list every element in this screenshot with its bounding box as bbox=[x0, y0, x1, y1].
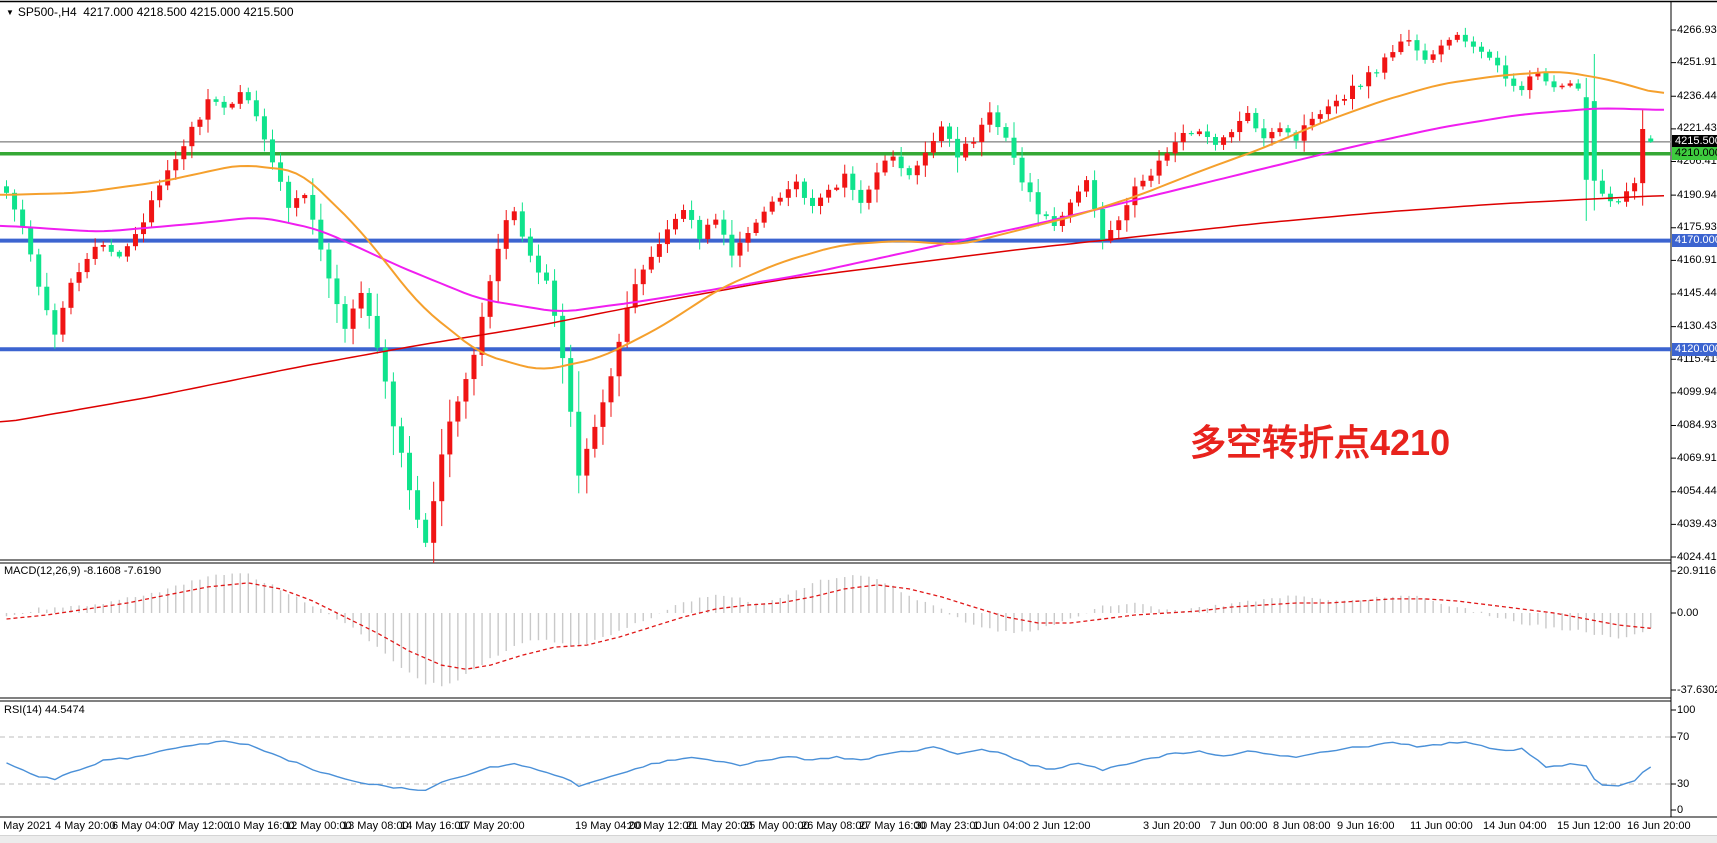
price-line-box-4215.500: 4215.500 bbox=[1672, 135, 1717, 149]
time-tick-label: 3 Jun 20:00 bbox=[1143, 820, 1201, 832]
symbol-name: SP500-,H4 bbox=[17, 5, 77, 19]
time-tick-label: 20 May 12:00 bbox=[628, 820, 695, 832]
macd-tick-label: -37.6302 bbox=[1677, 683, 1717, 696]
time-tick-label: 1 Jun 04:00 bbox=[973, 820, 1031, 832]
price-tick-label: 4221.430 bbox=[1677, 122, 1717, 135]
panel-borders bbox=[0, 0, 1717, 818]
rsi-tick-label: 70 bbox=[1677, 730, 1690, 743]
time-tick-label: 4 May 20:00 bbox=[55, 820, 116, 832]
macd-signal-line bbox=[6, 582, 1651, 670]
rsi-tick-label: 0 bbox=[1677, 803, 1684, 816]
price-tick-label: 4160.915 bbox=[1677, 253, 1717, 266]
time-tick-label: 9 Jun 16:00 bbox=[1337, 820, 1395, 832]
time-tick-label: 7 Jun 00:00 bbox=[1210, 820, 1268, 832]
rsi-tick-label: 100 bbox=[1677, 703, 1696, 716]
price-tick-label: 4145.445 bbox=[1677, 287, 1717, 300]
horizontal-lines[interactable] bbox=[0, 140, 1671, 352]
time-tick-label: 15 Jun 12:00 bbox=[1557, 820, 1621, 832]
macd-tick-label: 0.00 bbox=[1677, 606, 1699, 619]
price-line-box-4210.000: 4210.000 bbox=[1672, 147, 1717, 161]
price-tick-label: 4099.945 bbox=[1677, 386, 1717, 399]
candle-wicks bbox=[6, 27, 1652, 564]
price-tick-label: 4054.445 bbox=[1677, 485, 1717, 498]
time-tick-label: 21 May 20:00 bbox=[686, 820, 753, 832]
time-tick-label: 11 Jun 00:00 bbox=[1410, 820, 1473, 832]
price-line-box-4120.000: 4120.000 bbox=[1672, 342, 1717, 356]
time-tick-label: 14 Jun 04:00 bbox=[1483, 820, 1547, 832]
time-tick-label: 7 May 12:00 bbox=[169, 820, 230, 832]
price-tick-label: 4024.415 bbox=[1677, 550, 1717, 563]
time-tick-label: 19 May 04:00 bbox=[575, 820, 642, 832]
time-tick-label: 10 May 16:00 bbox=[228, 820, 295, 832]
time-tick-label: 14 May 16:00 bbox=[400, 820, 467, 832]
time-tick-label: 26 May 08:00 bbox=[801, 820, 868, 832]
symbol-dropdown-icon[interactable]: ▼ bbox=[6, 8, 14, 17]
rsi-line bbox=[6, 740, 1652, 792]
price-tick-label: 4039.430 bbox=[1677, 517, 1717, 530]
price-tick-label: 4130.430 bbox=[1677, 320, 1717, 333]
time-tick-label: 30 May 23:00 bbox=[915, 820, 982, 832]
price-tick-label: 4069.915 bbox=[1677, 451, 1717, 464]
macd-indicator-label: MACD(12,26,9) -8.1608 -7.6190 bbox=[4, 565, 162, 577]
price-tick-label: 4190.945 bbox=[1677, 188, 1717, 201]
ma_red-line bbox=[0, 195, 1665, 423]
time-tick-label: 8 Jun 08:00 bbox=[1273, 820, 1331, 832]
time-tick-label: 16 Jun 20:00 bbox=[1627, 820, 1691, 832]
time-tick-label: 17 May 20:00 bbox=[458, 820, 525, 832]
price-tick-label: 4175.930 bbox=[1677, 221, 1717, 234]
time-tick-label: 6 May 04:00 bbox=[112, 820, 173, 832]
annotation-text[interactable]: 多空转折点4210 bbox=[1190, 422, 1451, 463]
ohlc-readout: 4217.000 4218.500 4215.000 4215.500 bbox=[83, 5, 294, 19]
time-tick-label: 13 May 08:00 bbox=[342, 820, 409, 832]
rsi-tick-label: 30 bbox=[1677, 777, 1690, 790]
price-tick-label: 4251.915 bbox=[1677, 56, 1717, 69]
time-tick-label: 3 May 2021 bbox=[0, 820, 52, 832]
rsi-indicator-label: RSI(14) 44.5474 bbox=[4, 704, 85, 716]
macd-histogram bbox=[5, 573, 1652, 687]
time-tick-label: 27 May 16:00 bbox=[859, 820, 926, 832]
time-tick-label: 2 Jun 12:00 bbox=[1033, 820, 1091, 832]
chart-title: ▼ SP500-,H4 4217.000 4218.500 4215.000 42… bbox=[6, 5, 294, 19]
window-bottom-strip bbox=[0, 835, 1717, 843]
ma_magenta-line bbox=[0, 107, 1665, 312]
price-tick-label: 4266.930 bbox=[1677, 23, 1717, 36]
macd-tick-label: 20.9116 bbox=[1677, 564, 1716, 577]
price-tick-label: 4236.445 bbox=[1677, 89, 1717, 102]
candles-layer bbox=[4, 34, 1654, 543]
price-tick-label: 4084.930 bbox=[1677, 419, 1717, 431]
ma_orange-line bbox=[0, 71, 1665, 370]
price-line-box-4170.000: 4170.000 bbox=[1672, 234, 1717, 248]
time-tick-label: 12 May 00:00 bbox=[285, 820, 352, 832]
time-tick-label: 25 May 00:00 bbox=[743, 820, 810, 832]
